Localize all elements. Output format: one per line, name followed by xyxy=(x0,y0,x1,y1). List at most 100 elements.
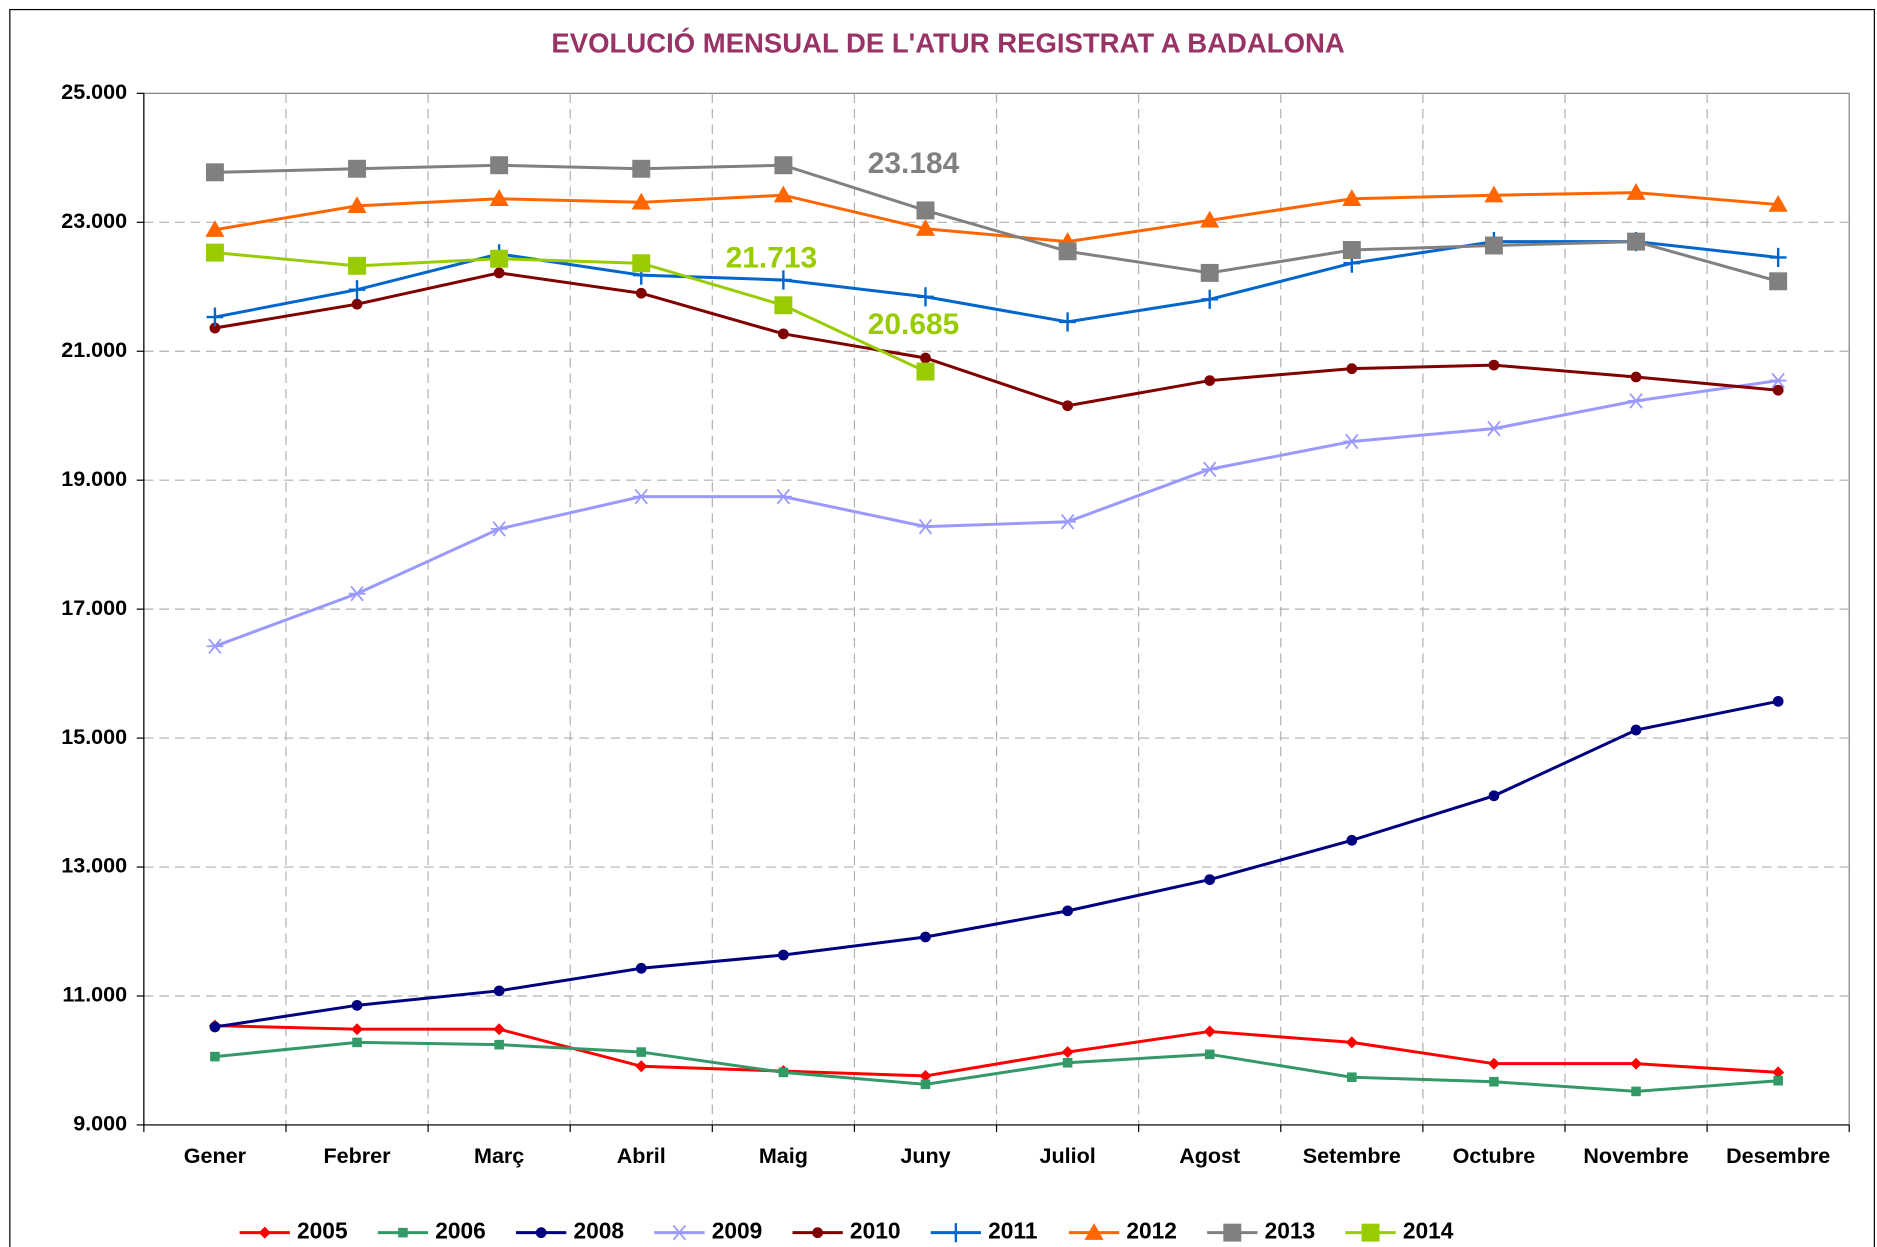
data-label: 21.713 xyxy=(726,242,817,275)
marker xyxy=(635,962,647,974)
marker xyxy=(493,1023,506,1036)
marker xyxy=(1059,312,1076,332)
y-tick-label: 25.000 xyxy=(61,80,127,104)
marker xyxy=(1204,1049,1215,1060)
legend-marker xyxy=(1084,1223,1104,1240)
x-tick-label: Octubre xyxy=(1453,1144,1536,1168)
marker xyxy=(1773,1075,1783,1086)
x-tick-label: Febrer xyxy=(324,1144,392,1168)
marker xyxy=(1488,790,1500,802)
marker xyxy=(635,287,647,299)
marker xyxy=(352,1037,362,1048)
y-tick-label: 15.000 xyxy=(61,725,127,749)
x-tick-label: Desembre xyxy=(1726,1144,1830,1168)
marker xyxy=(209,322,221,334)
legend-marker xyxy=(398,1227,408,1238)
marker xyxy=(631,192,651,210)
marker xyxy=(920,352,931,364)
marker xyxy=(1342,241,1361,259)
marker xyxy=(636,1047,647,1057)
legend-marker xyxy=(258,1226,271,1239)
marker xyxy=(1772,695,1784,707)
marker xyxy=(1769,272,1788,291)
marker xyxy=(1346,363,1358,375)
marker xyxy=(1347,1072,1357,1083)
marker xyxy=(1488,359,1500,371)
marker xyxy=(1626,183,1646,200)
x-tick-label: Juny xyxy=(900,1144,950,1168)
marker xyxy=(1630,724,1642,736)
legend-label: 2013 xyxy=(1265,1218,1316,1244)
legend-marker xyxy=(535,1227,547,1239)
line xyxy=(214,379,1779,648)
marker xyxy=(348,280,366,300)
chart-title: EVOLUCIÓ MENSUAL DE L'ATUR REGISTRAT A B… xyxy=(551,28,1344,59)
marker xyxy=(493,985,505,997)
marker xyxy=(1062,1057,1073,1068)
marker xyxy=(1343,433,1361,450)
marker xyxy=(778,1067,789,1078)
marker xyxy=(777,949,789,961)
marker xyxy=(206,307,224,327)
marker xyxy=(915,219,936,236)
marker xyxy=(774,488,792,505)
series xyxy=(205,156,1788,291)
data-label: 20.685 xyxy=(868,308,959,341)
marker xyxy=(1204,874,1216,885)
x-tick-label: Gener xyxy=(184,1144,247,1168)
series xyxy=(209,267,1784,412)
line xyxy=(214,271,1779,408)
marker xyxy=(1627,232,1646,251)
x-tick-label: Març xyxy=(474,1144,524,1168)
marker xyxy=(1769,247,1787,268)
marker xyxy=(1062,400,1073,412)
marker xyxy=(917,518,934,535)
line xyxy=(214,191,1779,244)
marker xyxy=(777,328,789,340)
series xyxy=(210,1037,1783,1097)
marker xyxy=(1200,210,1220,228)
marker xyxy=(1772,384,1784,396)
x-tick-label: Setembre xyxy=(1303,1144,1401,1168)
legend-label: 2008 xyxy=(573,1218,624,1244)
data-label: 23.184 xyxy=(868,147,960,180)
marker xyxy=(205,243,224,262)
marker xyxy=(773,185,793,203)
marker xyxy=(916,201,935,220)
marker xyxy=(1485,420,1503,437)
series xyxy=(205,183,1788,249)
line xyxy=(214,699,1779,1029)
marker xyxy=(1484,185,1504,203)
marker xyxy=(1346,834,1358,846)
marker xyxy=(774,156,793,175)
marker xyxy=(1631,1086,1641,1097)
marker xyxy=(920,1079,931,1090)
legend-label: 2005 xyxy=(297,1218,348,1244)
marker xyxy=(351,298,363,310)
marker xyxy=(1768,194,1788,212)
marker xyxy=(210,1051,220,1062)
marker xyxy=(348,585,366,602)
marker xyxy=(1489,1076,1499,1087)
y-tick-label: 23.000 xyxy=(61,209,127,233)
marker xyxy=(1201,289,1219,309)
marker xyxy=(1204,375,1216,386)
marker xyxy=(348,159,367,178)
y-tick-label: 19.000 xyxy=(61,467,127,491)
x-tick-label: Novembre xyxy=(1583,1144,1688,1168)
marker xyxy=(490,249,509,268)
legend-label: 2012 xyxy=(1126,1218,1177,1244)
marker xyxy=(489,189,509,206)
marker xyxy=(632,159,651,178)
series xyxy=(209,695,1784,1033)
legend-marker xyxy=(1361,1223,1380,1242)
marker xyxy=(490,521,508,537)
series xyxy=(205,243,935,381)
legend-label: 2006 xyxy=(435,1218,486,1244)
x-tick-label: Abril xyxy=(617,1144,666,1168)
marker xyxy=(916,362,935,381)
y-tick-label: 13.000 xyxy=(61,854,127,878)
marker xyxy=(348,256,367,275)
y-tick-label: 9.000 xyxy=(73,1112,127,1136)
marker xyxy=(206,638,224,654)
